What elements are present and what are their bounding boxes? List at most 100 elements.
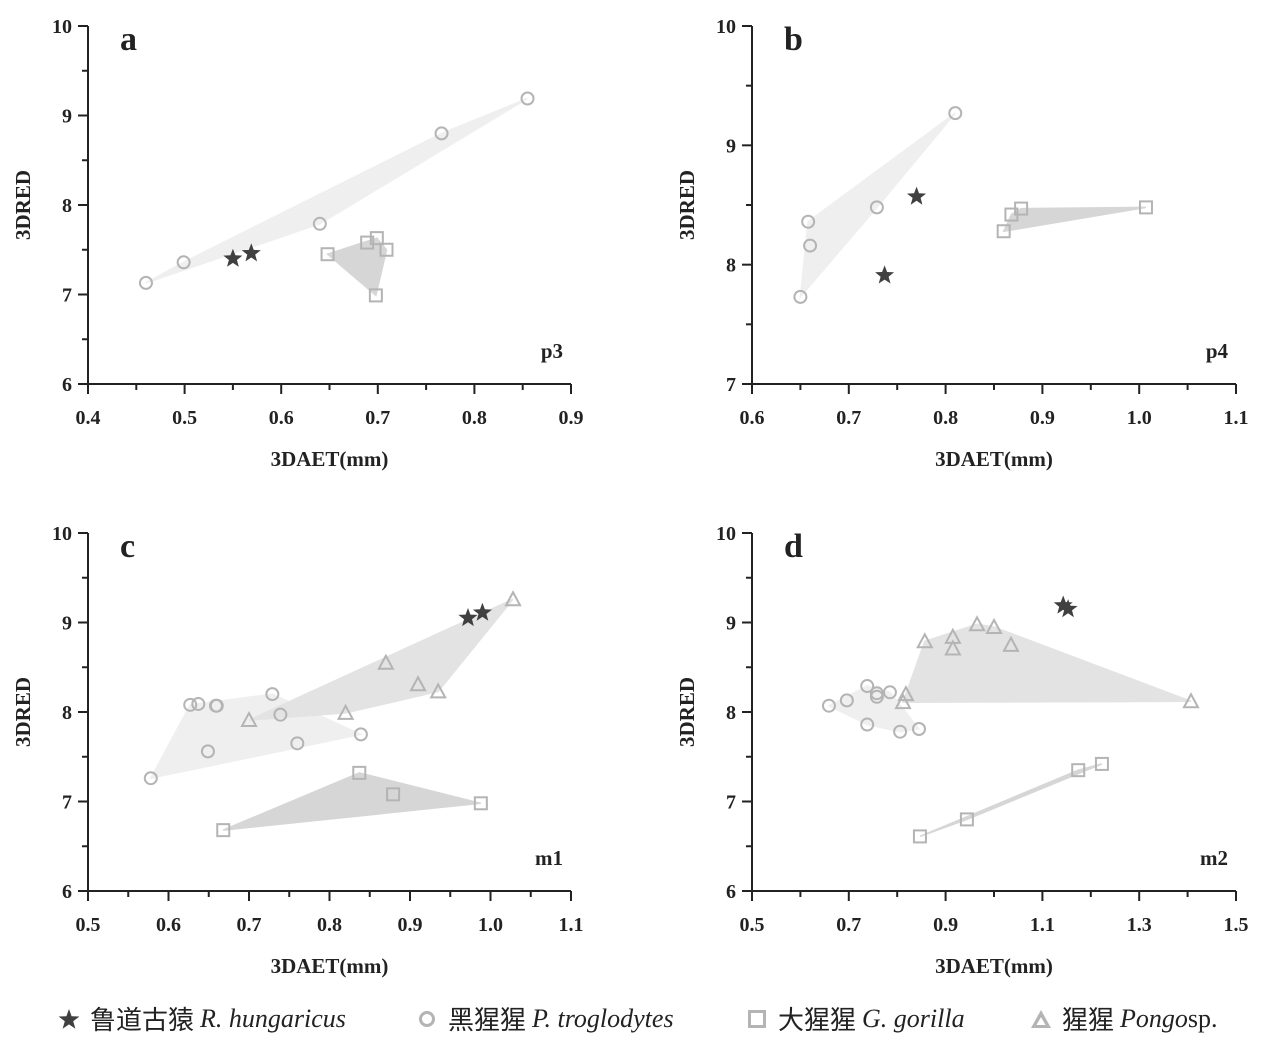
point-circle bbox=[839, 693, 854, 708]
point-triangle bbox=[985, 617, 1003, 634]
tooth-label: m1 bbox=[535, 846, 563, 870]
hull-circle bbox=[799, 112, 956, 300]
point-circle bbox=[821, 698, 836, 713]
point-circle bbox=[200, 744, 215, 759]
x-tick-label: 0.9 bbox=[559, 407, 584, 429]
y-tick-label: 6 bbox=[62, 374, 72, 396]
point-circle bbox=[273, 707, 288, 722]
point-triangle bbox=[894, 693, 912, 710]
x-axis-title: 3DAET(mm) bbox=[935, 447, 1053, 471]
point-triangle bbox=[916, 632, 934, 649]
point-square bbox=[912, 829, 927, 844]
y-tick-label: 10 bbox=[716, 16, 736, 38]
point-square bbox=[320, 247, 335, 262]
panel-letter: b bbox=[784, 21, 803, 58]
x-tick-label: 0.8 bbox=[933, 407, 958, 429]
panel-a: 0.4 0.5 0.6 0.7 0.8 0.9 6 7 8 9 10 3DAET(mm) 3DRED a p… bbox=[11, 16, 584, 471]
point-square bbox=[352, 765, 367, 780]
panel-d: 0.5 0.7 0.9 1.1 1.3 1.5 6 7 8 9 10 3DAET(mm) 3DRED d m… bbox=[675, 523, 1249, 978]
star-icon bbox=[58, 1008, 80, 1029]
y-tick-label: 8 bbox=[726, 702, 736, 724]
panel-b: 0.6 0.7 0.8 0.9 1.0 1.1 7 8 9 10 3DAET(mm) 3DRED b p4 bbox=[675, 16, 1249, 471]
legend-latin: G. gorilla bbox=[862, 1003, 965, 1033]
x-tick-label: 0.6 bbox=[156, 914, 181, 936]
y-tick-label: 6 bbox=[726, 881, 736, 903]
x-tick-label: 0.5 bbox=[76, 914, 101, 936]
point-triangle bbox=[240, 710, 258, 728]
x-tick-label: 1.1 bbox=[1030, 914, 1055, 936]
y-tick-label: 9 bbox=[62, 613, 72, 635]
point-square bbox=[996, 224, 1011, 239]
point-circle bbox=[176, 255, 191, 270]
point-star bbox=[1053, 595, 1073, 614]
point-square bbox=[473, 796, 488, 811]
triangle-icon bbox=[1031, 1009, 1051, 1028]
legend-latin: P. troglodytes bbox=[532, 1003, 674, 1033]
x-axis-title: 3DAET(mm) bbox=[935, 954, 1053, 978]
hull-square bbox=[222, 772, 481, 831]
x-tick-label: 0.5 bbox=[740, 914, 765, 936]
point-triangle bbox=[1182, 692, 1200, 709]
point-square bbox=[379, 242, 394, 257]
x-tick-label: 0.6 bbox=[740, 407, 765, 429]
x-tick-label: 1.1 bbox=[1224, 407, 1249, 429]
legend-cn: 大猩猩 bbox=[778, 1006, 857, 1035]
x-tick-label: 0.7 bbox=[365, 407, 390, 429]
point-square bbox=[1094, 756, 1109, 771]
point-circle bbox=[209, 698, 224, 713]
point-circle bbox=[860, 679, 875, 694]
y-tick-label: 6 bbox=[62, 881, 72, 903]
point-circle bbox=[801, 214, 816, 229]
point-triangle bbox=[409, 675, 427, 692]
tooth-label: p4 bbox=[1206, 339, 1229, 363]
x-tick-label: 1.0 bbox=[478, 914, 503, 936]
point-star bbox=[458, 608, 478, 627]
point-star bbox=[875, 265, 895, 284]
x-tick-label: 0.9 bbox=[933, 914, 958, 936]
y-tick-label: 7 bbox=[726, 374, 736, 396]
y-axis-title: 3DRED bbox=[675, 170, 699, 240]
point-circle bbox=[138, 275, 153, 290]
point-circle bbox=[803, 238, 818, 253]
y-axis-title: 3DRED bbox=[675, 677, 699, 747]
panel-c: 0.5 0.6 0.7 0.8 0.9 1.0 1.1 6 7 8 9 10 3DAET(mm) 3DRE… bbox=[11, 523, 584, 978]
tooth-label: m2 bbox=[1200, 846, 1228, 870]
x-tick-label: 0.7 bbox=[237, 914, 262, 936]
point-circle bbox=[183, 697, 198, 712]
circle-icon bbox=[419, 1010, 435, 1027]
legend-cn: 黑猩猩 bbox=[448, 1006, 527, 1035]
legend-cn: 猩猩 bbox=[1062, 1006, 1115, 1035]
x-tick-label: 1.5 bbox=[1224, 914, 1249, 936]
point-star bbox=[1058, 599, 1078, 618]
y-tick-label: 9 bbox=[726, 135, 736, 157]
legend-item-r-hungaricus: 鲁道古猿 R. hungaricus bbox=[58, 1000, 346, 1037]
x-tick-label: 0.4 bbox=[76, 407, 101, 429]
point-circle bbox=[882, 685, 897, 700]
point-square bbox=[1138, 200, 1153, 215]
x-tick-label: 0.6 bbox=[269, 407, 294, 429]
point-square bbox=[959, 812, 974, 827]
point-triangle bbox=[944, 639, 962, 656]
x-tick-label: 1.0 bbox=[1127, 407, 1152, 429]
y-tick-label: 9 bbox=[726, 613, 736, 635]
point-circle bbox=[948, 106, 963, 121]
point-triangle bbox=[336, 703, 355, 720]
point-square bbox=[1071, 763, 1086, 778]
legend: 鲁道古猿 R. hungaricus 黑猩猩 P. troglodytes 大猩猩 G… bbox=[0, 994, 1269, 1038]
legend-latin: R. hungaricus bbox=[200, 1003, 346, 1033]
x-tick-label: 0.9 bbox=[398, 914, 423, 936]
legend-cn: 鲁道古猿 bbox=[90, 1006, 195, 1035]
point-triangle bbox=[377, 653, 395, 670]
legend-item-p-troglodytes: 黑猩猩 P. troglodytes bbox=[416, 1000, 674, 1037]
point-star bbox=[241, 243, 261, 262]
x-tick-label: 0.7 bbox=[836, 407, 861, 429]
point-circle bbox=[143, 771, 158, 786]
panel-letter: a bbox=[120, 21, 137, 58]
x-tick-label: 1.3 bbox=[1127, 914, 1152, 936]
panel-letter: c bbox=[120, 528, 135, 565]
point-circle bbox=[911, 722, 926, 737]
point-triangle bbox=[429, 682, 447, 699]
hull-triangle bbox=[901, 623, 1192, 703]
y-tick-label: 10 bbox=[716, 523, 736, 545]
hull-square bbox=[1002, 206, 1147, 233]
